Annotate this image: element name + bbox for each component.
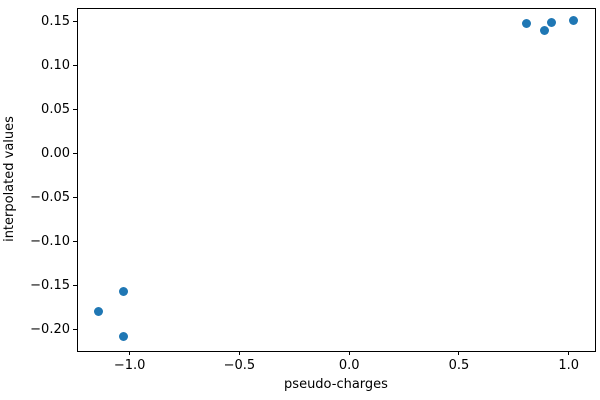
- y-tick-mark: [73, 240, 77, 242]
- scatter-point: [118, 286, 128, 296]
- x-tick-mark: [568, 351, 570, 355]
- y-tick-label: −0.20: [30, 321, 70, 337]
- scatter-point: [568, 15, 578, 25]
- y-tick-mark: [73, 152, 77, 154]
- scatter-point: [522, 19, 532, 29]
- x-tick-label: 0.5: [448, 358, 470, 373]
- y-tick-label: 0.00: [41, 145, 70, 161]
- y-tick-mark: [73, 284, 77, 286]
- y-tick-mark: [73, 20, 77, 22]
- y-tick-label: 0.15: [41, 13, 70, 29]
- x-tick-mark: [129, 351, 131, 355]
- x-tick-label: −1.0: [113, 358, 146, 373]
- y-tick-label: 0.05: [41, 101, 70, 117]
- y-tick-mark: [73, 64, 77, 66]
- y-tick-mark: [73, 108, 77, 110]
- x-tick-mark: [348, 351, 350, 355]
- x-tick-label: −0.5: [223, 358, 256, 373]
- y-tick-mark: [73, 196, 77, 198]
- y-axis-label: interpolated values: [2, 116, 17, 242]
- y-tick-label: −0.05: [30, 189, 70, 205]
- x-tick-label: 0.0: [338, 358, 360, 373]
- scatter-point: [546, 17, 556, 27]
- y-tick-label: 0.10: [41, 57, 70, 73]
- y-tick-mark: [73, 328, 77, 330]
- x-tick-mark: [458, 351, 460, 355]
- plot-area: [77, 8, 596, 352]
- scatter-point: [540, 26, 550, 36]
- x-tick-mark: [238, 351, 240, 355]
- x-axis-label: pseudo-charges: [284, 377, 388, 392]
- x-tick-label: 1.0: [558, 358, 579, 373]
- scatter-point: [94, 306, 104, 316]
- scatter-point: [118, 332, 128, 342]
- y-tick-label: −0.10: [30, 233, 70, 249]
- y-tick-label: −0.15: [30, 277, 70, 293]
